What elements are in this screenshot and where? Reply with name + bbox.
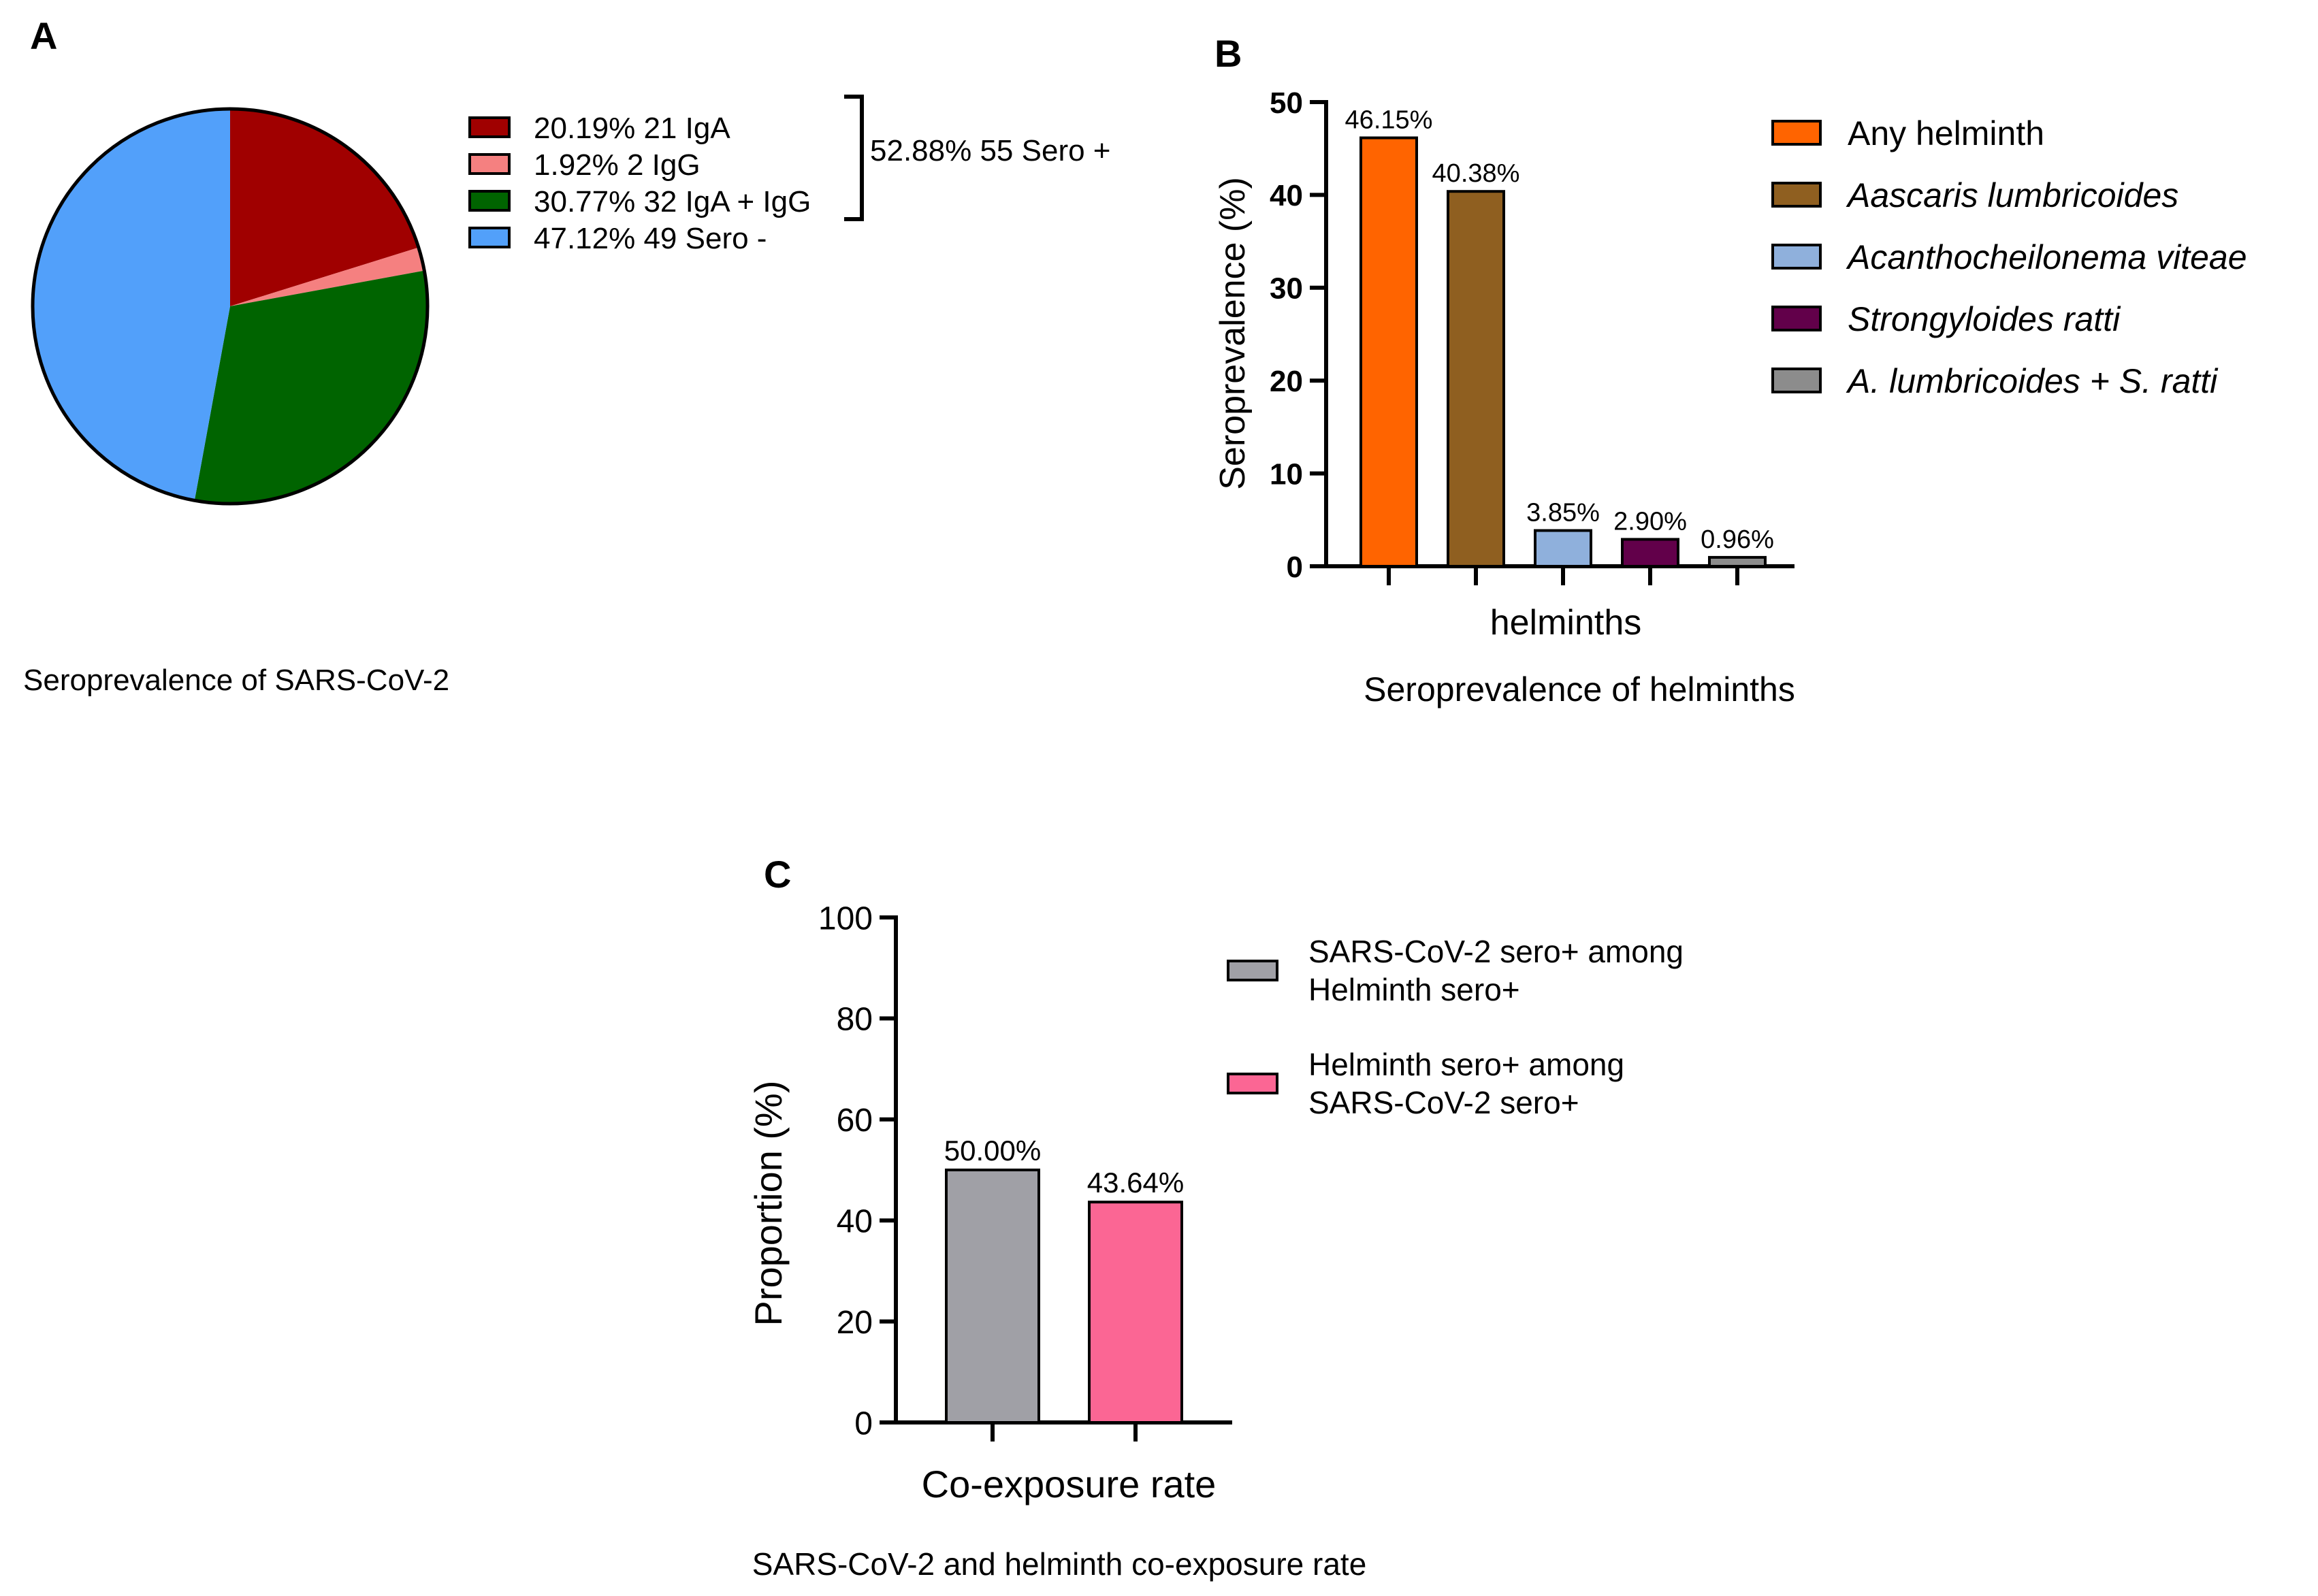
panel-b-legend-swatch-1 [1771,120,1822,146]
pie-slice-1 [230,109,419,306]
pie-legend-label-4: 47.12% 49 Sero - [534,222,767,255]
panel-c-bar-value-label-2: 43.64% [1087,1167,1184,1199]
panel-b-legend-swatch-5 [1771,368,1822,393]
panel-c-y-tick-label-0: 0 [854,1405,873,1442]
panel-c: C 0 20 40 60 80 100 50.00% 43.64% SARS-CoV-2 s… [747,853,1684,1582]
panel-c-legend-label-1-line2: Helminth sero+ [1308,972,1520,1007]
panel-b-bar-5 [1708,555,1767,568]
pie-slice-4 [33,109,230,501]
pie-legend-swatch-3 [468,190,511,212]
panel-a-caption: Seroprevalence of SARS-CoV-2 [23,664,449,697]
panel-b-legend-label-1: Any helminth [1848,114,2044,152]
panel-c-caption: SARS-CoV-2 and helminth co-exposure rate [752,1546,1367,1582]
panel-b-bars: 46.15% 40.38% 3.85% 2.90% 0.96% [1345,106,1774,568]
pie-legend-swatch-1 [468,116,511,138]
panel-b-legend: Any helminth Aascaris lumbricoides Acantho… [1771,114,2247,400]
panel-b-bar-value-label-2: 40.38% [1432,159,1520,188]
panel-c-legend-label-2-line1: Helminth sero+ among [1308,1047,1624,1082]
panel-b-y-tick-label-4: 40 [1270,179,1303,212]
panel-c-bar-value-label-1: 50.00% [944,1135,1041,1167]
panel-b: B 0 10 20 30 40 50 46.15% 40.38% 3.85% 2.90% 0.96… [1213,32,2247,709]
panel-b-y-tick-label-5: 50 [1270,86,1303,120]
panel-c-y-tick-label-4: 80 [837,1002,873,1038]
panel-c-y-axis-label: Proportion (%) [747,1080,790,1326]
panel-b-caption: Seroprevalence of helminths [1364,670,1795,709]
panel-b-y-tick-label-1: 10 [1270,457,1303,491]
sero-positive-label: 52.88% 55 Sero + [870,134,1110,167]
pie-legend-label-1: 20.19% 21 IgA [534,112,730,145]
pie-slice-2 [230,247,425,306]
panel-b-axes: 0 10 20 30 40 50 [1270,86,1794,585]
panel-c-legend-swatch-1 [1227,960,1278,981]
panel-b-legend-label-3: Acanthocheilonema viteae [1846,238,2247,276]
panel-b-bar-value-label-1: 46.15% [1345,106,1433,135]
sero-positive-bracket [844,95,864,221]
panel-b-bar-3 [1534,529,1592,568]
panel-c-bars: 50.00% 43.64% [944,1135,1184,1424]
panel-b-bar-value-label-3: 3.85% [1526,498,1600,527]
panel-b-y-tick-label-3: 30 [1270,272,1303,306]
panel-b-bar-value-label-5: 0.96% [1701,525,1774,554]
panel-b-legend-label-4: Strongyloides ratti [1848,300,2121,338]
panel-c-y-tick-label-3: 60 [837,1103,873,1139]
panel-b-bar-2 [1447,190,1505,568]
panel-c-bar-2 [1088,1201,1183,1424]
panel-b-x-axis-label: helminths [1490,603,1642,642]
panel-b-y-tick-label-2: 20 [1270,365,1303,398]
panel-c-y-tick-label-2: 40 [837,1203,873,1239]
panel-b-y-tick-label-0: 0 [1287,551,1303,584]
pie-chart [31,107,430,506]
panel-c-x-axis-label: Co-exposure rate [922,1463,1217,1505]
pie-outline [31,107,430,506]
panel-c-legend-swatch-2 [1227,1073,1278,1094]
panel-c-axes: 0 20 40 60 80 100 [818,900,1232,1442]
panel-b-legend-label-2: Aascaris lumbricoides [1846,176,2178,214]
panel-b-bar-1 [1359,136,1418,568]
pie-legend-swatch-2 [468,153,511,175]
panel-c-y-tick-label-1: 20 [837,1305,873,1341]
pie-legend-swatch-4 [468,227,511,248]
panel-c-bar-1 [945,1169,1040,1424]
panel-b-bar-4 [1621,538,1679,568]
panel-c-letter: C [764,853,791,896]
panel-b-letter: B [1214,32,1242,75]
panel-b-legend-swatch-4 [1771,306,1822,331]
panel-b-bar-value-label-4: 2.90% [1613,507,1687,536]
pie-legend-label-2: 1.92% 2 IgG [534,148,701,182]
panel-b-legend-swatch-2 [1771,182,1822,208]
panel-b-y-axis-label: Seroprevalence (%) [1213,177,1253,490]
panel-c-y-tick-label-5: 100 [818,900,873,937]
panel-a-letter: A [30,14,57,57]
panel-c-legend-label-2-line2: SARS-CoV-2 sero+ [1308,1085,1579,1120]
pie-legend-label-3: 30.77% 32 IgA + IgG [534,185,811,218]
panel-c-legend-label-1-line1: SARS-CoV-2 sero+ among [1308,934,1684,969]
panel-b-legend-swatch-3 [1771,244,1822,270]
panel-b-legend-label-5: A. lumbricoides + S. ratti [1846,362,2219,400]
